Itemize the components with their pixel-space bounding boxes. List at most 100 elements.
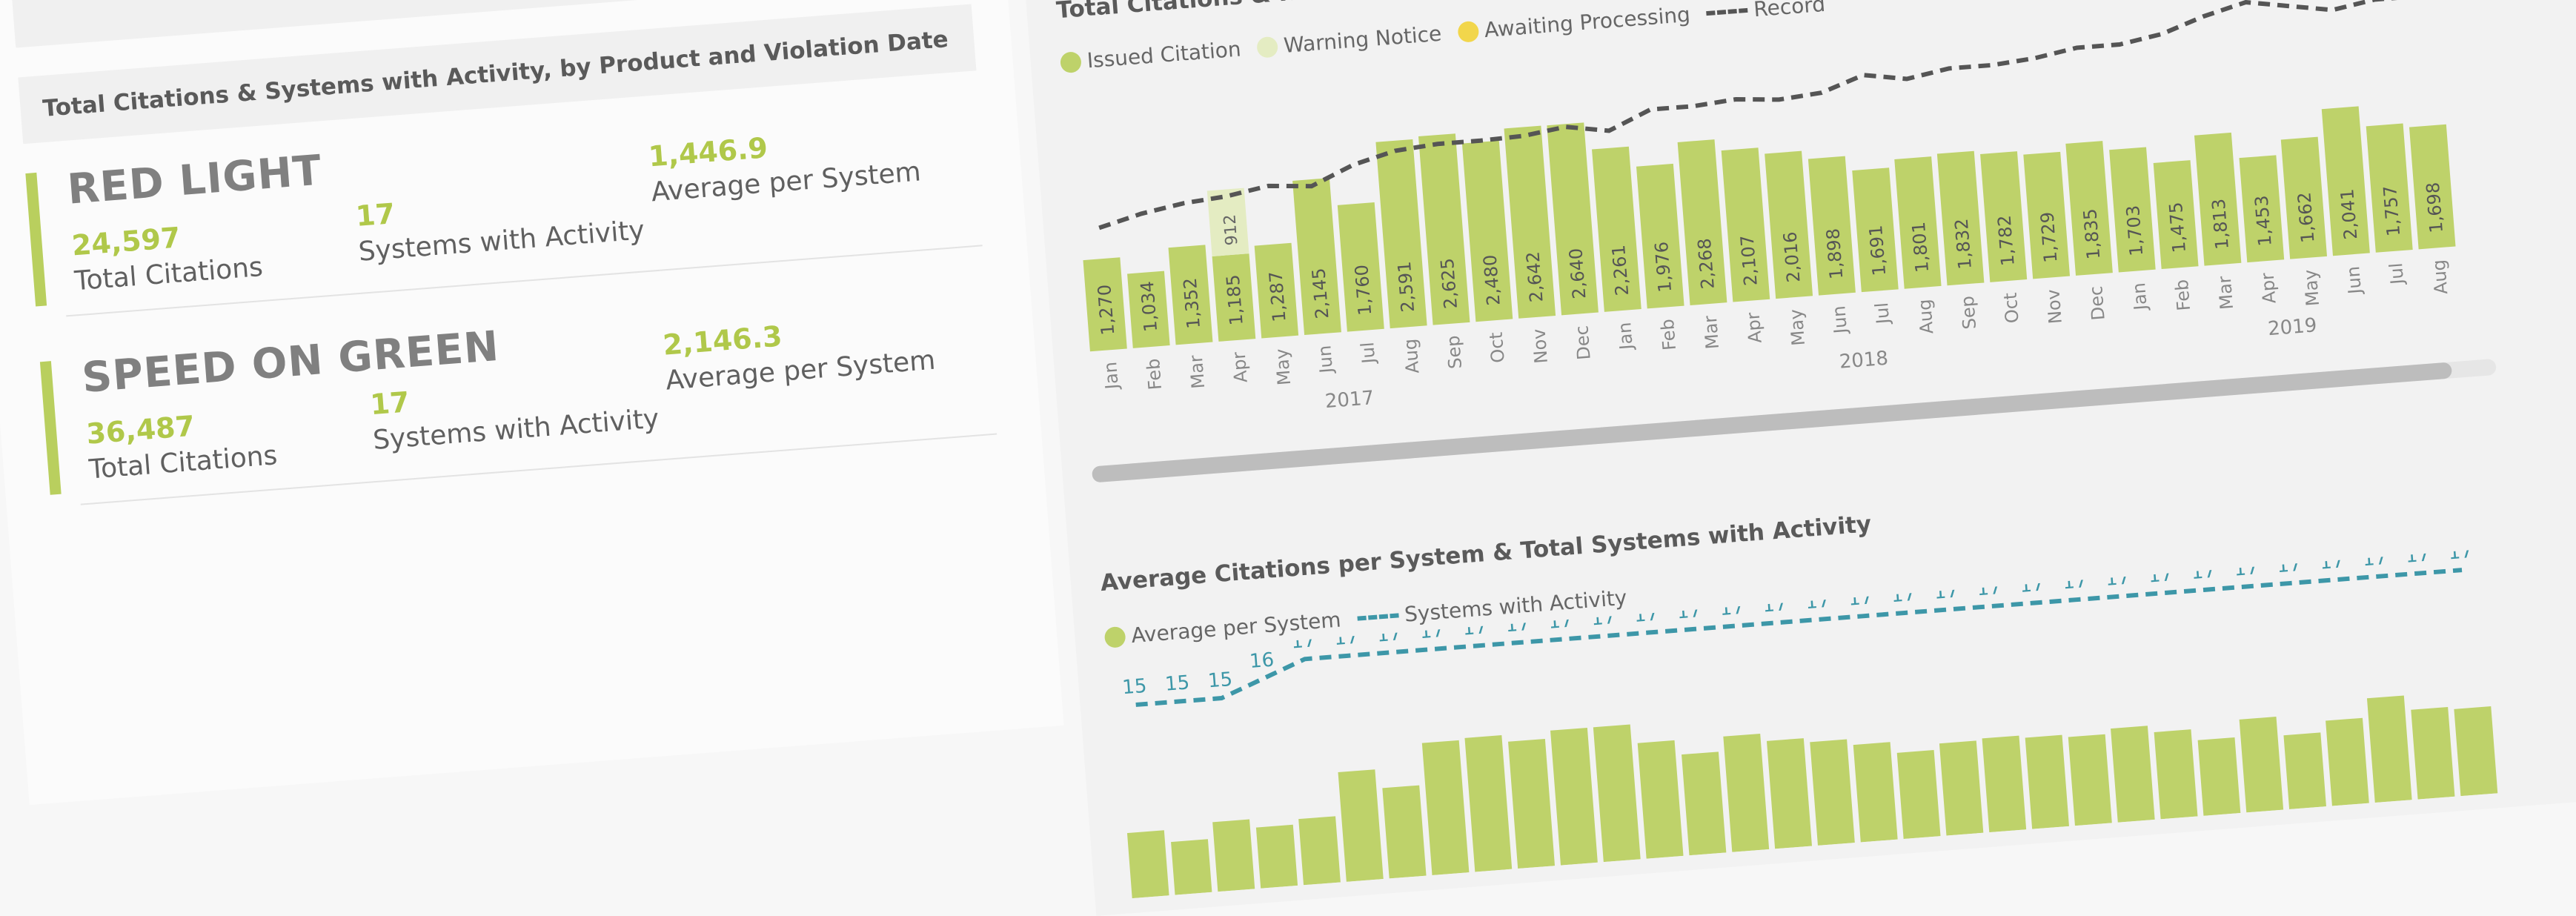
- x-tick-label: Aug: [1400, 338, 1424, 374]
- x-tick-label: Aug: [1914, 299, 1938, 335]
- issued-bar: [1592, 146, 1641, 312]
- legend-item-awaiting[interactable]: Awaiting Processing: [1456, 1, 1691, 44]
- average-bar: [1810, 739, 1855, 846]
- x-tick-label: May: [1271, 348, 1295, 386]
- bar-data-label: 2,145: [1308, 268, 1332, 320]
- x-tick-label: Mar: [1186, 354, 1209, 389]
- x-tick-label: Dec: [1571, 325, 1594, 360]
- chart1-title: Total Citations & R: [1055, 0, 1298, 24]
- average-bar: [2197, 737, 2241, 816]
- bar-data-label: 1,703: [2122, 205, 2147, 257]
- systems-data-label: 17: [2276, 554, 2302, 577]
- issued-bar: [1547, 122, 1599, 316]
- bar-data-label: 2,268: [1694, 237, 1719, 290]
- systems-data-label: 17: [1633, 603, 1659, 627]
- x-tick-label: Feb: [2171, 279, 2194, 312]
- systems-data-label: 17: [2191, 560, 2217, 584]
- legend-dot-icon: [1103, 625, 1126, 648]
- systems-data-label: 17: [1719, 597, 1745, 620]
- year-label: 2019: [2267, 314, 2317, 340]
- x-tick-label: May: [2300, 269, 2323, 308]
- average-bar: [2411, 706, 2455, 800]
- product-name: RED LIGHT: [65, 146, 324, 214]
- bar-data-label: 1,352: [1180, 277, 1204, 330]
- issued-bar: [1168, 245, 1213, 345]
- issued-bar: [2153, 160, 2199, 270]
- scrollbar-thumb[interactable]: [1092, 362, 2452, 482]
- legend-dash-icon: [1706, 7, 1748, 16]
- systems-data-label: 17: [1805, 590, 1830, 614]
- issued-bar: [1461, 140, 1513, 322]
- average-bar: [1939, 740, 1984, 836]
- legend-item-record[interactable]: Record: [1705, 0, 1826, 25]
- citations-bar-chart: 1,270 Jan 1,034 Feb 1,352 Mar 912 1,185 Apr 1,287…: [1083, 0, 2497, 482]
- legend-dot-icon: [1256, 36, 1279, 59]
- average-bar: [2068, 734, 2112, 826]
- average-bar: [1508, 738, 1556, 869]
- record-trend-line: [1098, 0, 2418, 230]
- issued-bar: [1212, 253, 1256, 342]
- legend-item-issued[interactable]: Issued Citation: [1059, 36, 1242, 76]
- x-tick-label: Mar: [1700, 315, 1723, 350]
- x-tick-label: Nov: [1528, 328, 1552, 365]
- average-bar: [1298, 816, 1341, 886]
- warning-data-label: 912: [1221, 213, 1241, 246]
- average-bar: [2326, 717, 2369, 806]
- bar-data-label: 1,034: [1137, 280, 1161, 333]
- x-tick-label: May: [1785, 308, 1809, 347]
- issued-bar: [1254, 242, 1299, 339]
- legend-label: Issued Citation: [1086, 36, 1242, 73]
- average-bar: [2025, 734, 2069, 829]
- x-tick-label: Jan: [1614, 322, 1637, 352]
- average-bar: [1464, 735, 1513, 872]
- systems-data-label: 16: [1249, 649, 1275, 673]
- issued-bar: [2280, 136, 2328, 259]
- warning-bar: [1206, 187, 1249, 256]
- average-bar: [1853, 742, 1898, 843]
- average-bar: [1982, 735, 2027, 833]
- average-metric: 2,146.3 Average per System: [662, 308, 937, 396]
- issued-bar: [1636, 163, 1684, 309]
- bar-data-label: 1,835: [2079, 208, 2104, 260]
- issued-bar: [1083, 257, 1127, 352]
- bar-data-label: 2,480: [1480, 254, 1504, 307]
- issued-bar: [1418, 133, 1470, 325]
- systems-metric: 17 Systems with Activity: [354, 178, 645, 268]
- issued-bar: [1504, 125, 1556, 319]
- x-tick-label: Jan: [1100, 361, 1123, 391]
- average-metric: 1,446.9 Average per System: [647, 120, 922, 208]
- average-bar: [2111, 726, 2155, 823]
- systems-data-label: 17: [2319, 550, 2345, 574]
- legend-dot-icon: [1456, 20, 1480, 43]
- x-tick-label: Jun: [2343, 265, 2366, 296]
- issued-bar: [2194, 132, 2242, 266]
- average-bar: [1593, 724, 1641, 863]
- x-tick-label: Mar: [2214, 275, 2237, 310]
- average-bar: [1126, 830, 1169, 899]
- charts-panel: Total Citations & R Issued Citation Warn…: [1017, 0, 2576, 916]
- average-bar: [1766, 738, 1813, 849]
- average-bar: [2239, 717, 2284, 813]
- total-citations-metric: 24,597 Total Citations: [70, 215, 264, 296]
- issued-bar: [2366, 123, 2413, 253]
- x-tick-label: Feb: [1657, 318, 1680, 351]
- bar-data-label: 2,591: [1394, 261, 1418, 313]
- bar-data-label: 1,729: [2036, 211, 2061, 264]
- issued-bar: [2065, 141, 2113, 276]
- legend-item-warning[interactable]: Warning Notice: [1256, 21, 1442, 60]
- bar-data-label: 1,898: [1822, 228, 1847, 280]
- bar-data-label: 1,691: [1865, 225, 1890, 277]
- legend-label: Warning Notice: [1282, 21, 1443, 58]
- x-tick-label: Sep: [1443, 335, 1466, 370]
- average-bar: [2283, 732, 2326, 809]
- x-tick-label: Jan: [2128, 282, 2151, 312]
- legend-label: Awaiting Processing: [1483, 1, 1691, 43]
- bar-data-label: 2,016: [1779, 231, 1804, 284]
- bar-data-label: 1,270: [1094, 284, 1118, 336]
- x-tick-label: Jul: [2386, 262, 2408, 287]
- systems-data-label: 17: [2448, 543, 2474, 564]
- issued-bar: [1765, 150, 1813, 299]
- bar-data-label: 2,261: [1608, 244, 1633, 296]
- x-tick-label: Sep: [1957, 295, 1980, 330]
- bar-data-label: 1,801: [1908, 221, 1933, 273]
